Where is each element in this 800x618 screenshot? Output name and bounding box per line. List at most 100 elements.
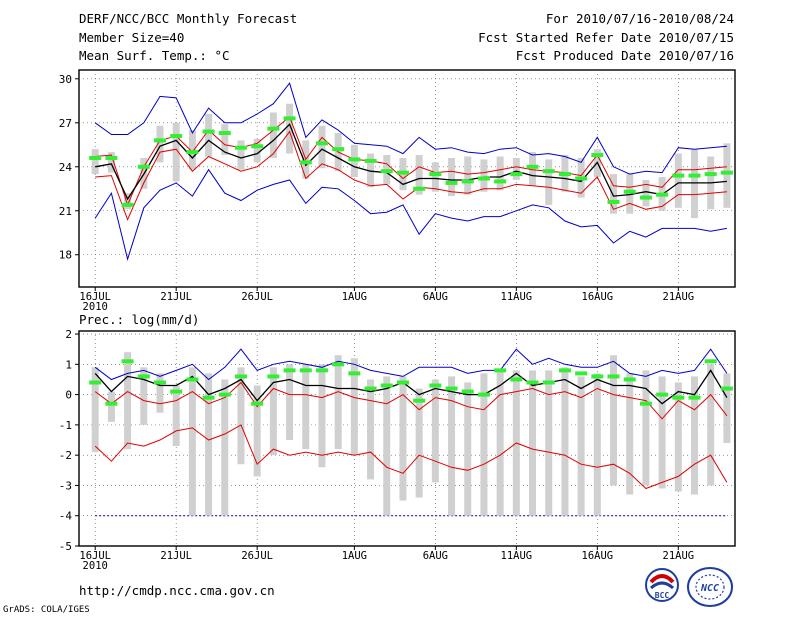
observed-marker [186, 150, 199, 155]
forecast-title: DERF/NCC/BCC Monthly Forecast [79, 11, 298, 26]
observed-marker [656, 192, 669, 197]
ensemble-box [140, 367, 148, 425]
ensemble-box [269, 112, 277, 158]
x-tick-year-label: 2010 [83, 560, 108, 572]
observed-marker [720, 386, 733, 391]
observed-marker [299, 368, 312, 373]
series-upper-outer [94, 82, 727, 175]
ensemble-box [529, 152, 537, 186]
ensemble-box [172, 122, 180, 182]
observed-marker [332, 362, 345, 367]
x-tick-label: 6AUG [423, 550, 448, 562]
observed-marker [299, 160, 312, 165]
forecast-period: For 2010/07/16-2010/08/24 [545, 11, 734, 26]
ensemble-box [367, 379, 375, 480]
ensemble-box [124, 352, 132, 450]
observed-marker [137, 164, 150, 169]
ensemble-box [431, 379, 439, 483]
ensemble-box [707, 364, 715, 486]
ensemble-box [448, 157, 456, 197]
ensemble-box [642, 370, 650, 486]
series-upper-inner [95, 116, 727, 207]
ensemble-box [156, 125, 164, 163]
x-tick-label: 16AUG [582, 291, 614, 303]
observed-marker [445, 386, 458, 391]
observed-marker [623, 189, 636, 194]
observed-marker [445, 180, 458, 185]
source-url[interactable]: http://cmdp.ncc.cma.gov.cn [79, 583, 275, 598]
member-size-label: Member Size=40 [79, 30, 185, 45]
x-tick-label: 16JUL [79, 550, 111, 562]
observed-marker [510, 172, 523, 177]
y-tick-label: 24 [59, 161, 73, 174]
ensemble-box [91, 367, 99, 453]
y-tick-label: -4 [59, 510, 73, 523]
observed-marker [186, 377, 199, 382]
ensemble-box [188, 367, 196, 516]
observed-marker [429, 172, 442, 177]
observed-marker [494, 179, 507, 184]
y-tick-label: 27 [59, 117, 72, 130]
plot-frame [78, 69, 736, 288]
observed-marker [202, 129, 215, 134]
x-tick-label: 16JUL [79, 291, 111, 303]
x-tick-label: 6AUG [423, 291, 448, 303]
observed-marker [526, 164, 539, 169]
ensemble-box [448, 376, 456, 516]
observed-marker [218, 392, 231, 397]
x-tick-label: 21AUG [663, 291, 695, 303]
observed-marker [137, 374, 150, 379]
y-tick-label: 21 [59, 205, 72, 218]
y-tick-label: 1 [65, 358, 72, 371]
observed-marker [234, 145, 247, 150]
y-tick-label: 30 [59, 73, 72, 86]
observed-marker [477, 176, 490, 181]
observed-marker [348, 157, 361, 162]
observed-marker [575, 176, 588, 181]
series-lower-outer [94, 168, 727, 261]
y-tick-label: 18 [59, 249, 72, 262]
ensemble-box [691, 149, 699, 219]
y-tick-label: 0 [65, 389, 72, 402]
ensemble-box [545, 370, 553, 516]
ensemble-box [253, 138, 261, 163]
x-tick-label: 11AUG [501, 291, 533, 303]
x-tick-label: 21JUL [160, 291, 192, 303]
observed-marker [267, 374, 280, 379]
ensemble-box [561, 367, 569, 516]
precip-panel-title: Prec.: log(mm/d) [79, 312, 199, 327]
observed-marker [607, 374, 620, 379]
observed-marker [396, 380, 409, 385]
observed-marker [315, 141, 328, 146]
variable-label: Mean Surf. Temp.: °C [79, 48, 230, 63]
ensemble-box [318, 364, 326, 468]
observed-marker [380, 169, 393, 174]
ensemble-box [253, 385, 261, 477]
observed-marker [542, 169, 555, 174]
x-tick-label: 11AUG [501, 550, 533, 562]
x-tick-year-label: 2010 [83, 301, 108, 313]
observed-marker [477, 392, 490, 397]
observed-marker [121, 202, 134, 207]
ensemble-box [674, 382, 682, 492]
ensemble-box [545, 159, 553, 205]
observed-marker [267, 126, 280, 131]
series-mean [95, 123, 727, 201]
observed-marker [153, 380, 166, 385]
ensemble-box [205, 373, 213, 516]
ensemble-box [577, 376, 585, 516]
ensemble-box [237, 367, 245, 465]
observed-marker [672, 173, 685, 178]
bcc-logo-icon: BCC [645, 568, 679, 602]
observed-marker [526, 380, 539, 385]
ensemble-box [172, 385, 180, 447]
observed-marker [542, 380, 555, 385]
series-upper-inner [94, 381, 728, 420]
observed-marker [429, 383, 442, 388]
observed-marker [639, 401, 652, 406]
ensemble-box [124, 193, 132, 210]
ensemble-box [415, 155, 423, 195]
observed-marker [251, 401, 264, 406]
